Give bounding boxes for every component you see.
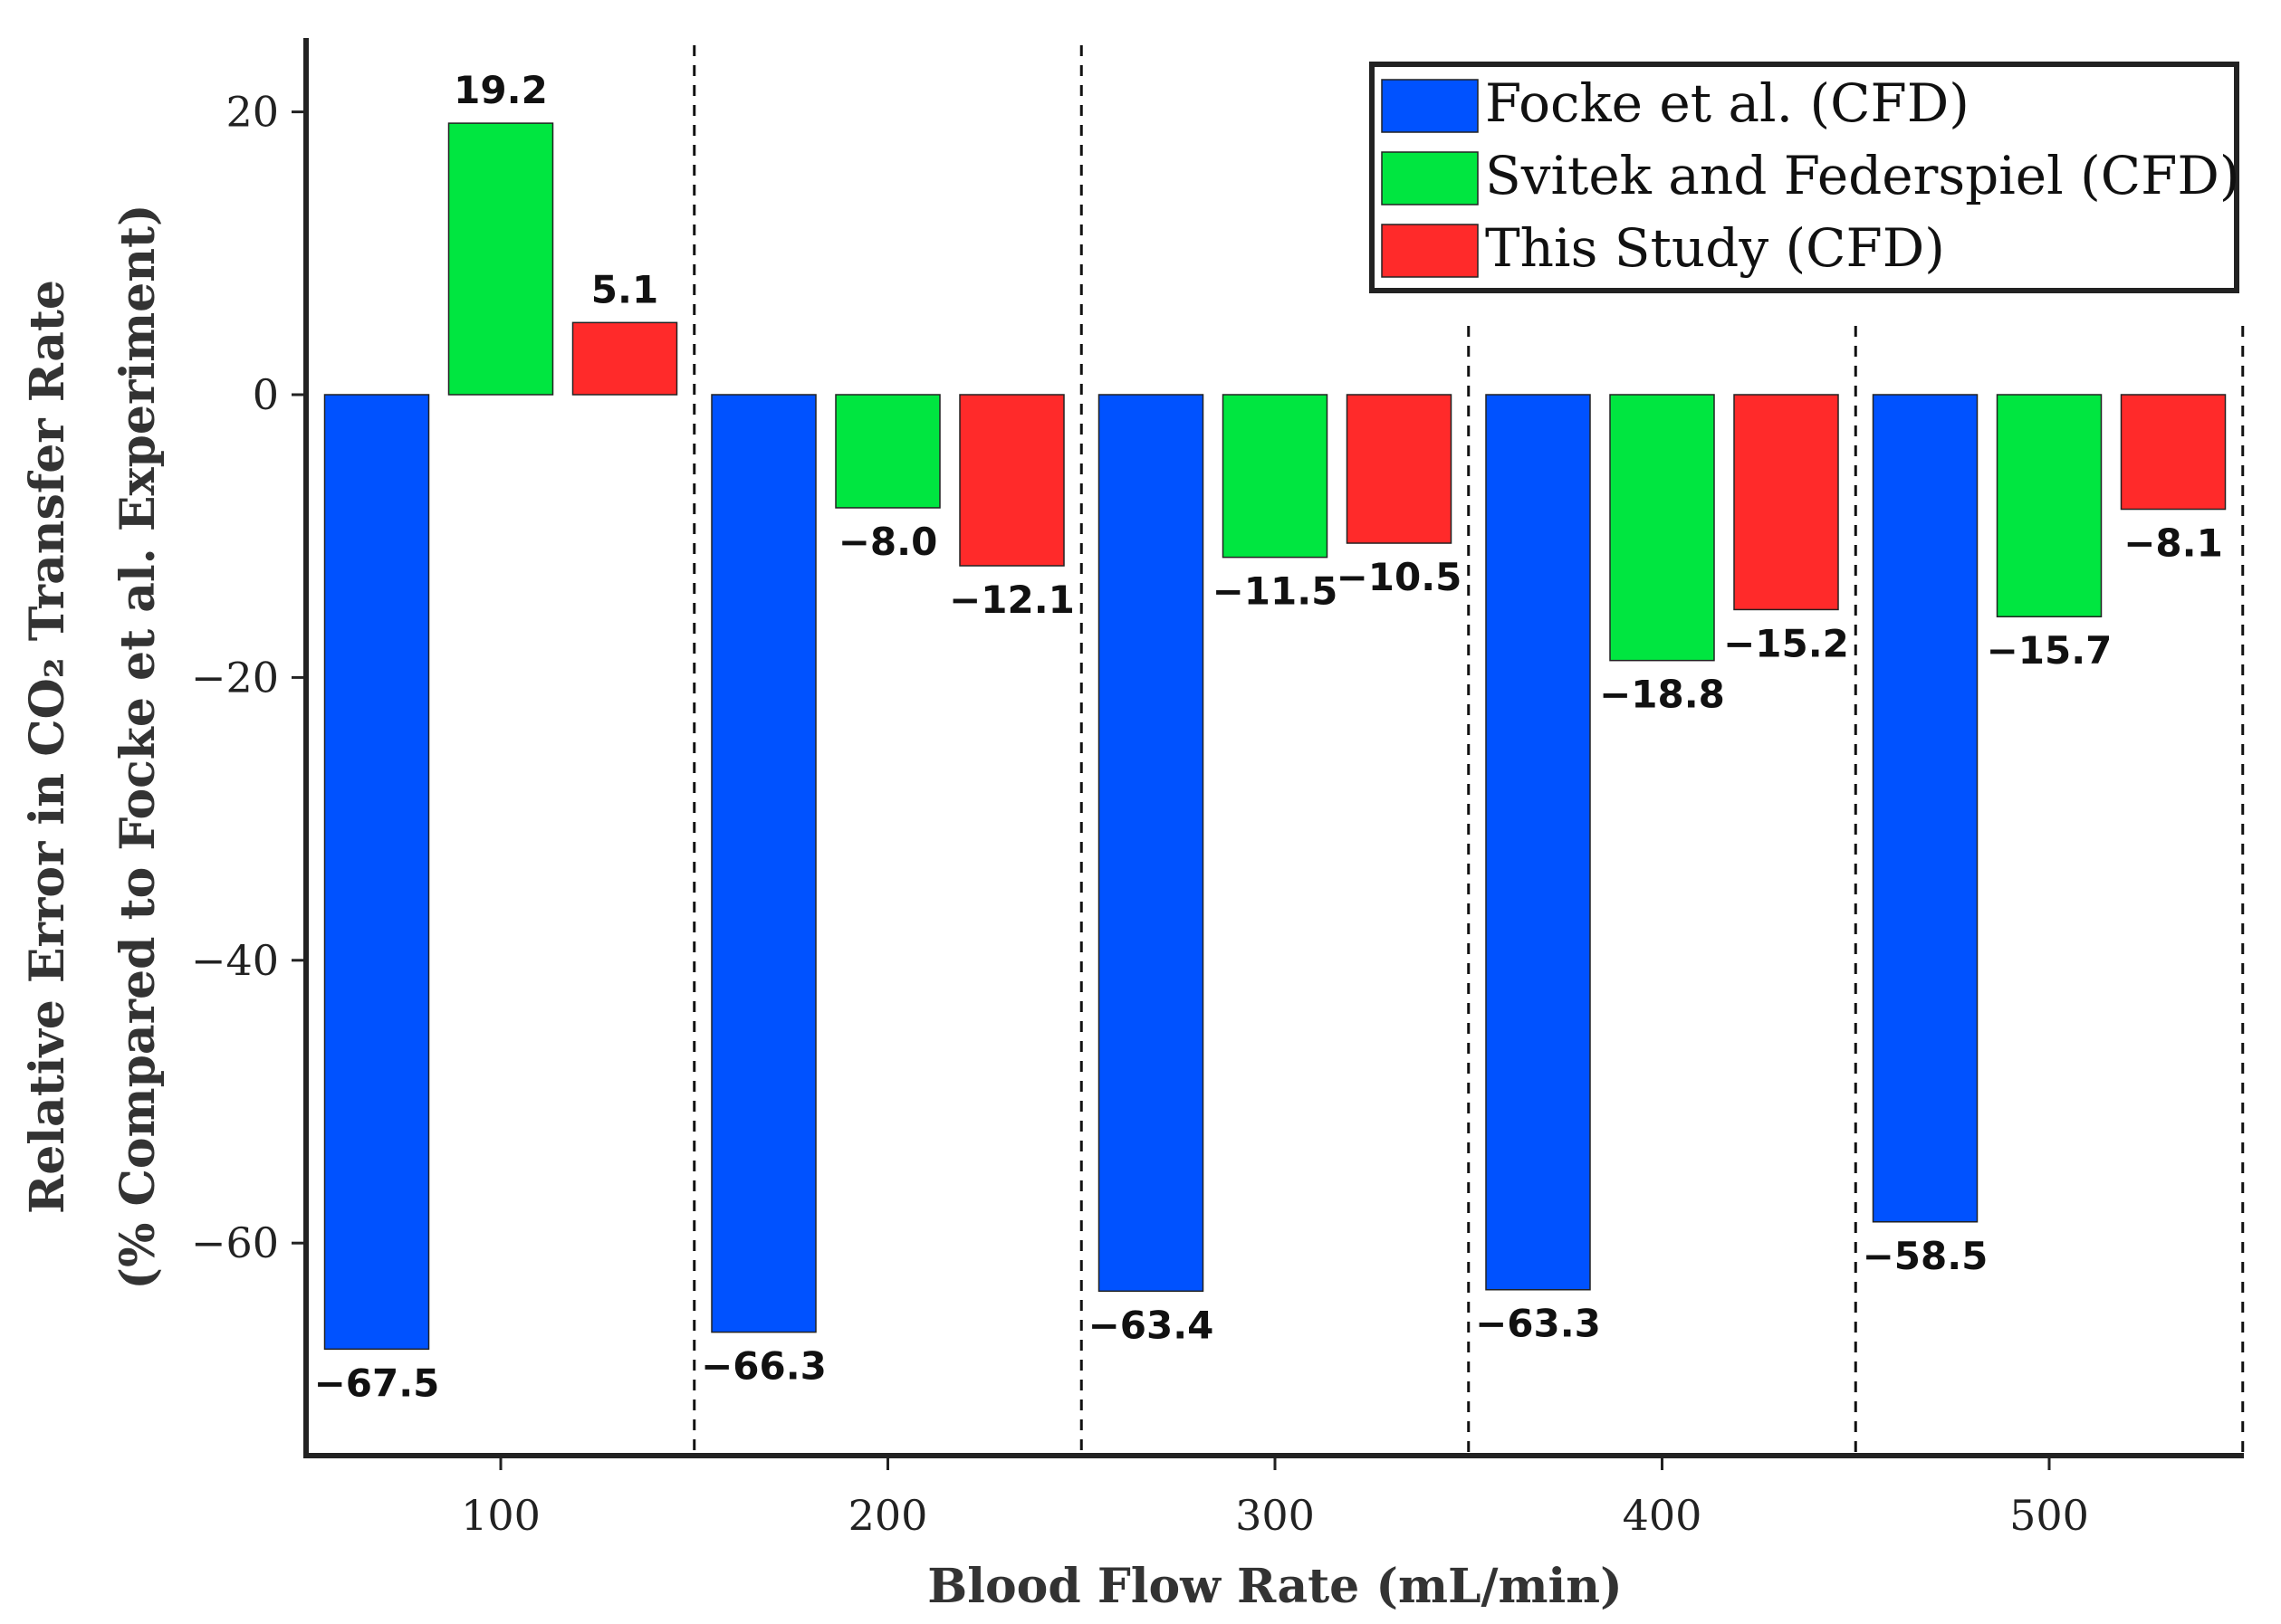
bar-value-label: −63.3 [1475, 1302, 1601, 1346]
bar-value-label: 19.2 [454, 68, 548, 112]
bars-layer [323, 122, 2227, 1351]
bar-value-label: −10.5 [1337, 555, 1462, 599]
bar [1485, 394, 1591, 1291]
x-ticks: 100 200 300 400 500 [461, 1456, 2089, 1540]
bar-value-label: −12.1 [949, 578, 1075, 622]
y-ticks: 20 0 −20 −40 −60 [191, 88, 306, 1267]
bar [447, 122, 554, 396]
legend-frame [1369, 62, 2239, 293]
bar [1346, 394, 1452, 544]
legend-swatch [1381, 224, 1479, 278]
y-tick-label: 20 [225, 88, 279, 137]
legend: Focke et al. (CFD) Svitek and Federspiel … [1369, 62, 2239, 293]
bar [2120, 394, 2227, 511]
x-tick-label: 500 [2009, 1491, 2089, 1540]
bar-value-label: −58.5 [1863, 1234, 1989, 1278]
bar [835, 394, 941, 509]
bar [1097, 394, 1204, 1293]
bar-value-label: −8.1 [2123, 521, 2223, 566]
bar [323, 394, 430, 1351]
bar-value-label: −15.7 [1987, 628, 2113, 673]
bar-value-label: −18.8 [1599, 673, 1725, 717]
y-axis-subtitle: (% Compared to Focke et al. Experiment) [110, 204, 166, 1289]
x-tick-label: 200 [848, 1491, 928, 1540]
x-tick-label: 100 [461, 1491, 541, 1540]
y-tick-label: −20 [191, 653, 279, 702]
bar [1996, 394, 2103, 617]
x-tick-label: 300 [1235, 1491, 1315, 1540]
bar-value-label: −15.2 [1723, 621, 1849, 665]
x-tick-label: 400 [1623, 1491, 1702, 1540]
bar [1222, 394, 1328, 559]
group-separators [693, 45, 2245, 1454]
legend-swatch [1381, 79, 1479, 133]
bar-value-label: −11.5 [1212, 569, 1338, 614]
y-tick-label: 0 [253, 370, 279, 419]
bar-value-label: −67.5 [314, 1361, 440, 1405]
bar [1872, 394, 1979, 1223]
legend-label: This Study (CFD) [1485, 217, 1945, 279]
bar [711, 394, 817, 1333]
y-axis-title: Relative Error in CO₂ Transfer Rate [20, 280, 75, 1214]
y-tick-label: −60 [191, 1218, 279, 1267]
bar-value-label: −63.4 [1088, 1303, 1214, 1347]
legend-swatch [1381, 151, 1479, 205]
bar [571, 321, 678, 396]
bar-value-labels: −67.5 −66.3−63.4 −63.3−58.519.2−8.0−11.5−1… [314, 68, 2223, 1405]
bar-value-label: −8.0 [839, 520, 938, 564]
bar-value-label: −66.3 [701, 1344, 827, 1389]
bar [1733, 394, 1839, 611]
bar [1609, 394, 1715, 662]
legend-label: Focke et al. (CFD) [1485, 72, 1970, 134]
y-tick-label: −40 [191, 936, 279, 985]
bar-value-label: 5.1 [591, 267, 658, 311]
bar [959, 394, 1065, 567]
legend-label: Svitek and Federspiel (CFD) [1485, 145, 2239, 206]
x-axis-title: Blood Flow Rate (mL/min) [927, 1559, 1622, 1614]
